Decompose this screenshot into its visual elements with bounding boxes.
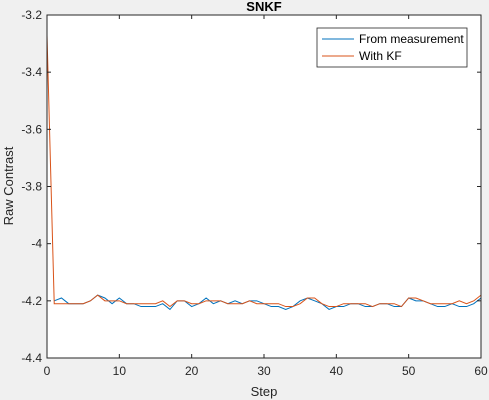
legend-label-with-kf: With KF (359, 49, 402, 63)
chart-title: SNKF (246, 0, 281, 14)
y-tick-label: -4.4 (21, 351, 42, 365)
series-layer (46, 34, 482, 311)
legend-label-from-measurement: From measurement (359, 32, 464, 46)
legend: From measurement With KF (316, 27, 468, 68)
x-tick-label: 30 (257, 364, 271, 378)
x-tick-label: 50 (402, 364, 416, 378)
y-tick-label: -3.6 (21, 122, 42, 136)
y-tick-label: -4 (31, 237, 42, 251)
x-tick-label: 60 (474, 364, 488, 378)
x-axis: 0 10 20 30 40 50 60 (44, 15, 488, 378)
x-axis-label: Step (251, 384, 278, 399)
x-tick-label: 20 (185, 364, 199, 378)
series-line-with-kf (46, 34, 482, 308)
x-tick-label: 0 (44, 364, 51, 378)
legend-box (316, 27, 468, 68)
x-tick-label: 10 (113, 364, 127, 378)
y-tick-label: -3.2 (21, 8, 42, 22)
y-tick-label: -3.8 (21, 180, 42, 194)
y-tick-label: -4.2 (21, 294, 42, 308)
y-tick-label: -3.4 (21, 65, 42, 79)
y-axis: -4.4 -4.2 -4 -3.8 -3.6 -3.4 -3.2 (21, 8, 481, 365)
y-axis-label: Raw Contrast (1, 146, 16, 225)
x-tick-label: 40 (330, 364, 344, 378)
